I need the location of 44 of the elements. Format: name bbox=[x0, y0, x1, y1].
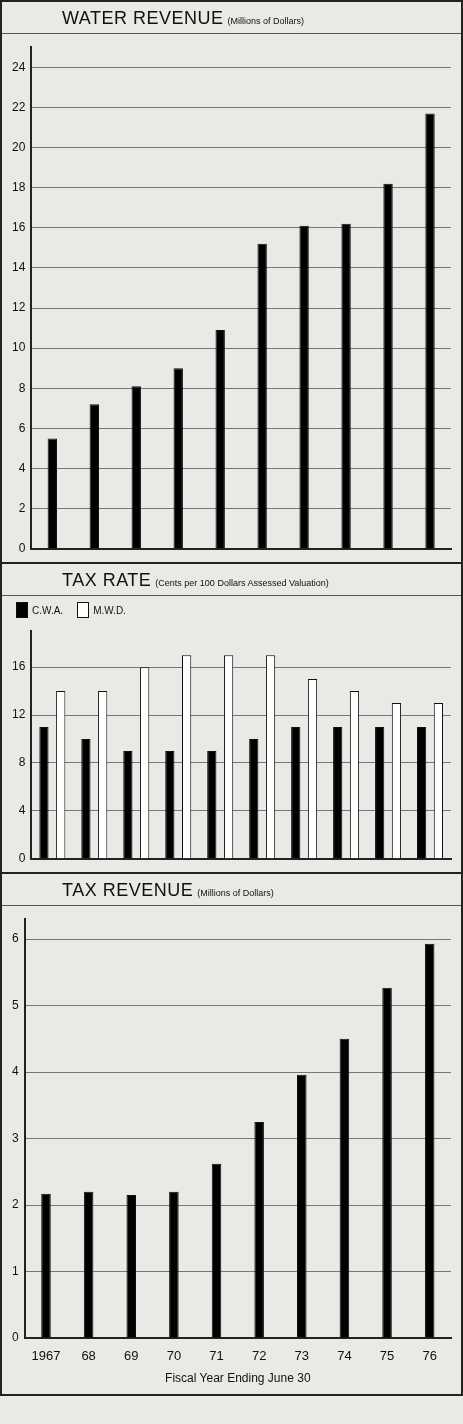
y-tick-label: 4 bbox=[18, 803, 26, 818]
y-tick-label: 2 bbox=[18, 500, 26, 515]
chart-title: WATER REVENUE bbox=[62, 8, 224, 28]
y-tick-label: 16 bbox=[11, 220, 26, 235]
x-axis-title: Fiscal Year Ending June 30 bbox=[165, 1371, 311, 1386]
y-tick-label: 22 bbox=[11, 99, 26, 114]
y-tick-label: 4 bbox=[11, 1064, 19, 1079]
x-tick-label: 68 bbox=[81, 1348, 96, 1364]
y-tick-label: 2 bbox=[11, 1197, 19, 1212]
y-tick-label: 20 bbox=[11, 139, 26, 154]
y-tick-label: 16 bbox=[11, 659, 26, 674]
y-tick-label: 14 bbox=[11, 260, 26, 275]
y-tick-label: 8 bbox=[18, 380, 26, 395]
x-tick-label: 75 bbox=[379, 1348, 395, 1364]
y-tick-label: 12 bbox=[11, 707, 26, 722]
y-tick-label: 8 bbox=[18, 755, 26, 770]
y-tick-label: 24 bbox=[11, 59, 26, 74]
chart-title: TAX RATE bbox=[62, 570, 152, 590]
y-tick-label: 0 bbox=[18, 851, 26, 866]
x-tick-label: 71 bbox=[209, 1348, 224, 1364]
y-tick-label: 0 bbox=[18, 541, 26, 556]
y-tick-label: 6 bbox=[11, 931, 19, 946]
y-tick-label: 4 bbox=[18, 460, 26, 475]
y-tick-label: 6 bbox=[18, 420, 26, 435]
y-tick-label: 18 bbox=[11, 179, 26, 194]
x-tick-label: 72 bbox=[251, 1348, 267, 1364]
y-tick-label: 12 bbox=[11, 300, 26, 315]
y-tick-label: 3 bbox=[11, 1130, 19, 1145]
x-tick-label: 69 bbox=[124, 1348, 139, 1364]
legend-label: C.W.A. bbox=[32, 604, 64, 616]
x-tick-label: 73 bbox=[294, 1348, 310, 1364]
chart-subtitle: (Millions of Dollars) bbox=[227, 16, 305, 26]
chart-subtitle: (Millions of Dollars) bbox=[197, 888, 274, 898]
y-tick-label: 0 bbox=[11, 1330, 19, 1345]
legend-label: M.W.D. bbox=[93, 604, 126, 616]
y-tick-label: 10 bbox=[11, 340, 26, 355]
x-tick-label: 1967 bbox=[31, 1348, 61, 1364]
y-tick-label: 5 bbox=[11, 997, 19, 1012]
x-tick-label: 74 bbox=[337, 1348, 352, 1364]
x-tick-label: 70 bbox=[166, 1348, 182, 1364]
chart-subtitle: (Cents per 100 Dollars Assessed Valuation) bbox=[155, 578, 329, 588]
y-tick-label: 1 bbox=[11, 1263, 19, 1278]
x-tick-label: 76 bbox=[422, 1348, 437, 1364]
chart-title: TAX REVENUE bbox=[62, 880, 194, 900]
